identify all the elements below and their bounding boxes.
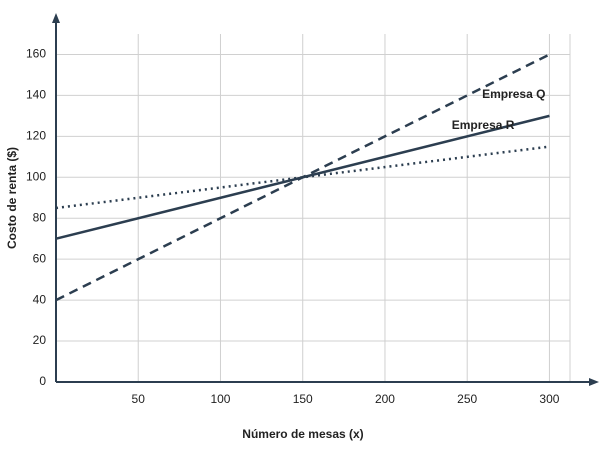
- y-tick-label: 40: [33, 292, 47, 306]
- y-tick-label: 160: [26, 47, 46, 61]
- x-tick-label: 300: [539, 392, 559, 406]
- y-tick-label: 100: [26, 169, 46, 183]
- series-label: Empresa R: [452, 118, 515, 132]
- x-tick-label: 100: [210, 392, 230, 406]
- x-axis-title: Número de mesas (x): [242, 427, 363, 441]
- x-tick-label: 250: [457, 392, 477, 406]
- x-tick-label: 200: [375, 392, 395, 406]
- y-axis-title: Costo de renta ($): [5, 147, 19, 249]
- y-tick-label: 140: [26, 88, 46, 102]
- y-tick-label: 120: [26, 129, 46, 143]
- series-label: Empresa Q: [482, 87, 545, 101]
- y-tick-label: 20: [33, 333, 47, 347]
- y-tick-label: 0: [39, 374, 46, 388]
- series-line: [55, 114, 550, 240]
- series-line: [55, 145, 550, 210]
- x-tick-label: 150: [293, 392, 313, 406]
- y-tick-label: 80: [33, 210, 47, 224]
- y-tick-label: 60: [33, 251, 47, 265]
- x-tick-label: 50: [132, 392, 146, 406]
